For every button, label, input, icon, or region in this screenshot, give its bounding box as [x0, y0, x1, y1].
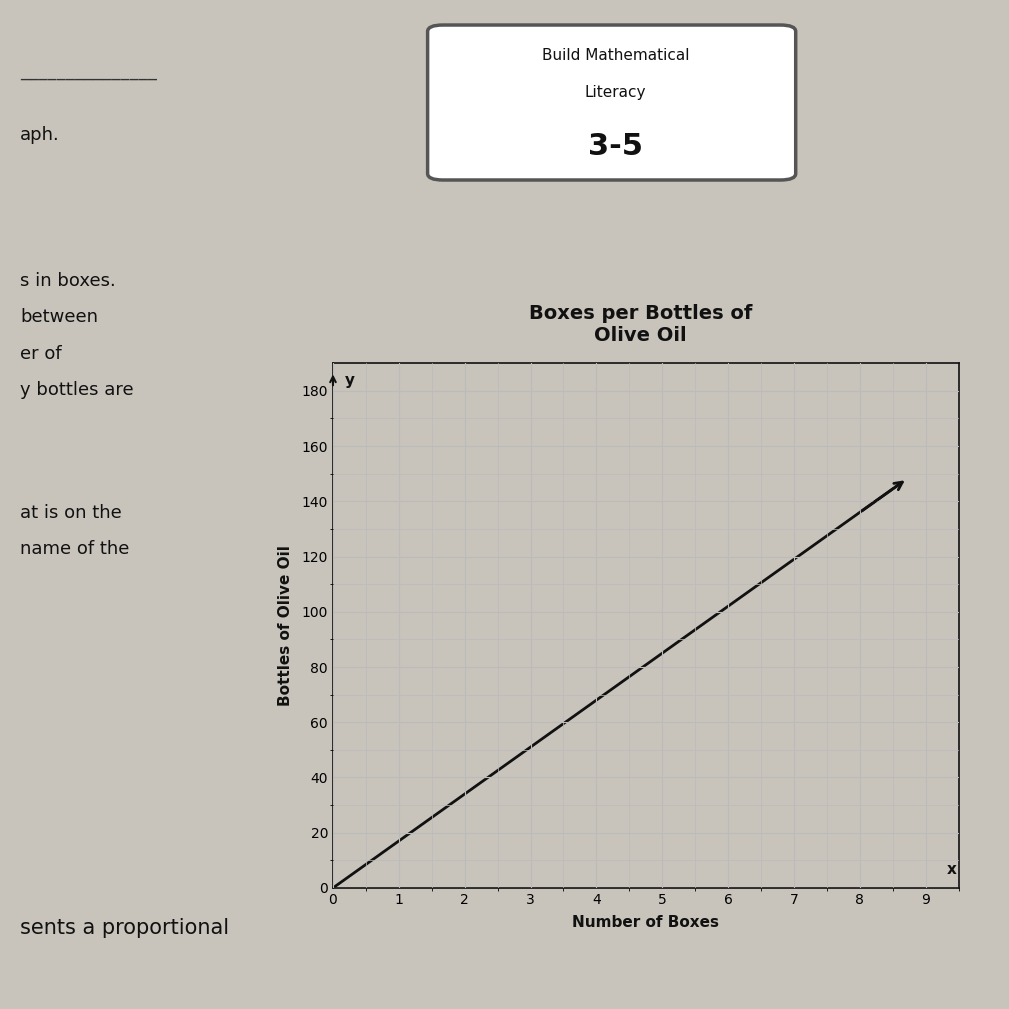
- Text: name of the: name of the: [20, 540, 129, 558]
- Text: y: y: [345, 373, 355, 388]
- Text: at is on the: at is on the: [20, 504, 122, 523]
- Y-axis label: Bottles of Olive Oil: Bottles of Olive Oil: [278, 545, 294, 706]
- Text: s in boxes.: s in boxes.: [20, 272, 116, 291]
- Text: 3-5: 3-5: [588, 131, 643, 160]
- Text: er of: er of: [20, 345, 62, 363]
- X-axis label: Number of Boxes: Number of Boxes: [572, 915, 719, 930]
- Text: sents a proportional: sents a proportional: [20, 918, 229, 938]
- Text: aph.: aph.: [20, 126, 60, 144]
- FancyBboxPatch shape: [428, 25, 796, 180]
- Text: Boxes per Bottles of
Olive Oil: Boxes per Bottles of Olive Oil: [529, 304, 753, 345]
- Text: y bottles are: y bottles are: [20, 381, 134, 400]
- Text: between: between: [20, 308, 98, 326]
- Text: x: x: [946, 862, 957, 877]
- Text: Literacy: Literacy: [585, 86, 646, 100]
- Text: Build Mathematical: Build Mathematical: [542, 48, 689, 64]
- Text: _______________: _______________: [20, 62, 157, 80]
